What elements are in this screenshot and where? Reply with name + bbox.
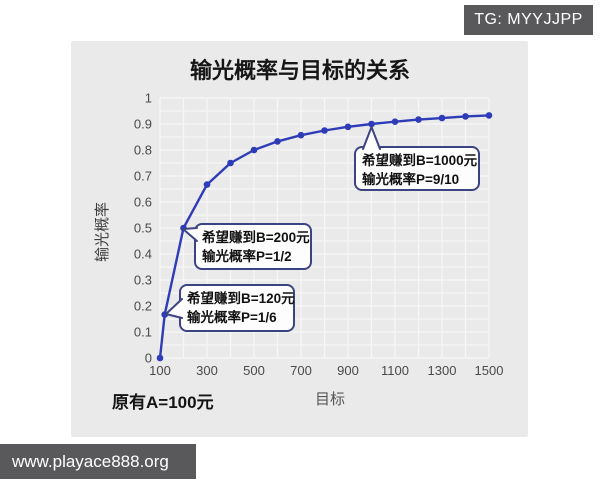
callout-text: 输光概率P=1/6 <box>187 309 277 325</box>
data-point <box>203 181 211 188</box>
y-tick-label: 0.2 <box>134 299 152 314</box>
x-tick-label: 500 <box>243 363 265 378</box>
y-tick-label: 0.6 <box>134 195 152 210</box>
x-tick-label: 1300 <box>428 363 457 378</box>
initial-capital-label: 原有A=100元 <box>112 392 214 412</box>
data-point <box>415 116 422 123</box>
callout-text: 输光概率P=9/10 <box>362 171 459 187</box>
x-axis-label: 目标 <box>315 391 345 408</box>
y-tick-label: 0.9 <box>134 117 152 132</box>
website-watermark-badge: www.playace888.org <box>0 444 196 479</box>
data-point <box>321 127 328 134</box>
x-tick-label: 700 <box>290 363 312 378</box>
chart-panel: 0 0.1 0.2 0.3 0.4 0.5 0.6 0.7 0.8 0.9 1 100 300 500 70… <box>71 41 528 437</box>
callout-tail <box>165 298 183 319</box>
x-tick-label: 1100 <box>381 363 409 378</box>
y-tick-label: 0.5 <box>134 221 152 236</box>
x-tick-label: 900 <box>337 363 359 378</box>
callouts: 希望赚到B=120元输光概率P=1/6希望赚到B=200元输光概率P=1/2希望… <box>165 126 480 332</box>
y-axis-label: 输光概率 <box>94 202 111 262</box>
data-point <box>227 159 234 167</box>
y-tick-label: 0.4 <box>134 247 152 262</box>
telegram-watermark-text: TG: MYYJJPP <box>474 11 583 28</box>
data-point <box>462 113 469 120</box>
callout-box <box>354 146 480 191</box>
data-point <box>156 354 164 362</box>
y-tick-label: 0.7 <box>134 169 152 184</box>
callout-text: 希望赚到B=120元 <box>187 290 295 306</box>
callout-box <box>194 223 312 270</box>
callout-text: 希望赚到B=200元 <box>202 229 310 245</box>
y-tick-label: 0 <box>145 351 152 366</box>
data-series <box>156 112 493 362</box>
callout-text: 希望赚到B=1000元 <box>362 152 478 168</box>
data-point <box>485 112 493 119</box>
data-point <box>368 120 375 128</box>
data-point <box>250 146 258 154</box>
y-tick-label: 1 <box>145 91 152 106</box>
data-point <box>438 114 446 122</box>
x-tick-label: 300 <box>196 363 218 378</box>
chart-title: 输光概率与目标的关系 <box>190 58 410 83</box>
data-point <box>274 138 281 145</box>
x-tick-label: 100 <box>149 363 171 378</box>
y-tick-label: 0.8 <box>134 143 152 158</box>
y-tick-label: 0.1 <box>134 325 152 340</box>
data-point <box>344 123 352 131</box>
callout-text: 输光概率P=1/2 <box>202 248 292 264</box>
callout-tail <box>182 227 198 242</box>
data-point <box>391 118 399 125</box>
data-point <box>297 131 305 139</box>
website-watermark-text: www.playace888.org <box>12 451 169 471</box>
series-line <box>158 114 491 360</box>
callout-tail <box>362 126 381 150</box>
telegram-watermark-badge: TG: MYYJJPP <box>464 5 593 35</box>
x-tick-label: 1500 <box>475 363 504 378</box>
y-tick-label: 0.3 <box>134 273 152 288</box>
